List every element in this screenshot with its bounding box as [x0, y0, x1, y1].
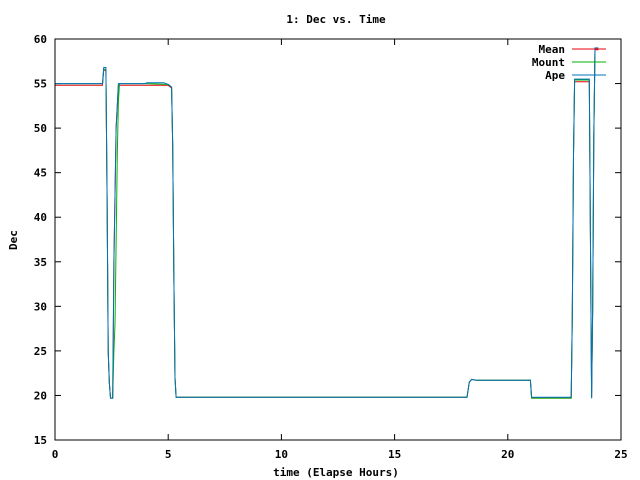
series-line-ape [55, 47, 599, 399]
x-tick-label: 0 [52, 448, 59, 461]
x-tick-label: 15 [388, 448, 401, 461]
y-tick-label: 25 [34, 345, 47, 358]
y-tick-label: 15 [34, 434, 47, 447]
y-tick-label: 35 [34, 256, 47, 269]
y-tick-label: 60 [34, 33, 47, 46]
legend-label-mount: Mount [532, 56, 565, 69]
legend-label-ape: Ape [545, 69, 565, 82]
y-tick-label: 30 [34, 300, 47, 313]
y-tick-label: 45 [34, 167, 47, 180]
x-tick-label: 10 [275, 448, 288, 461]
x-tick-label: 5 [165, 448, 172, 461]
series-line-mean [55, 49, 599, 399]
y-tick-label: 50 [34, 122, 47, 135]
legend-label-mean: Mean [539, 43, 566, 56]
series-line-mount [55, 48, 599, 399]
plot-frame [54, 38, 622, 441]
y-tick-label: 55 [34, 78, 47, 91]
y-tick-label: 40 [34, 211, 47, 224]
x-axis-label: time (Elapse Hours) [273, 466, 399, 479]
y-axis-label: Dec [7, 230, 20, 250]
chart-title: 1: Dec vs. Time [286, 13, 386, 26]
x-tick-label: 20 [501, 448, 514, 461]
ticks: 0 5 10 15 20 25 15 20 25 30 35 40 45 50 55 60 [34, 33, 628, 461]
x-tick-label: 25 [614, 448, 627, 461]
y-tick-label: 20 [34, 389, 47, 402]
series-lines [55, 47, 599, 399]
